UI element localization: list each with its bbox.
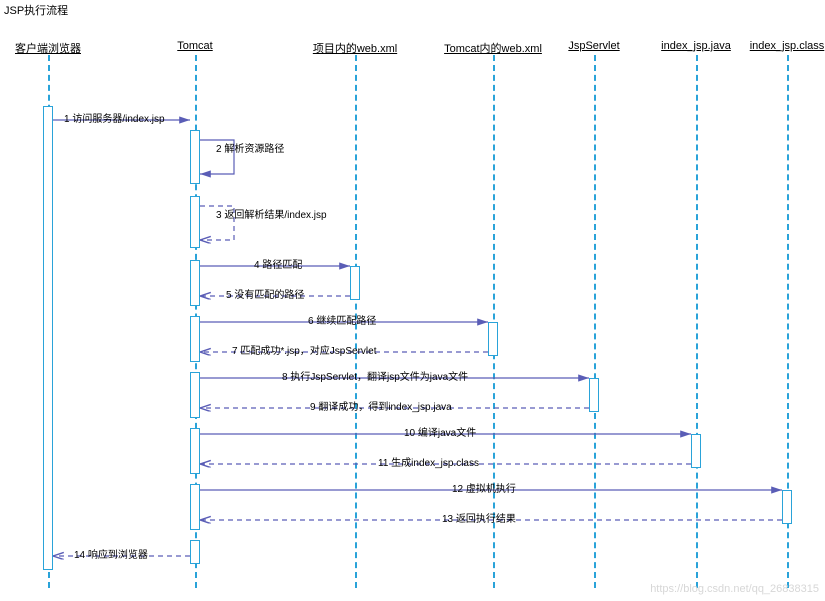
message-label-3: 3 返回解析结果/index.jsp	[216, 206, 327, 221]
watermark-url: https://blog.csdn.net/qq_26838315	[650, 583, 819, 595]
participant-indexjava: index_jsp.java	[661, 40, 731, 52]
message-label-5: 5 没有匹配的路径	[226, 286, 304, 301]
activation-tomcat-7	[190, 372, 200, 418]
message-label-12: 12 虚拟机执行	[452, 480, 516, 495]
activation-tomcatxml-6	[488, 322, 498, 356]
message-label-9: 9 翻译成功，得到index_jsp.java	[310, 398, 452, 413]
message-label-11: 11 生成index_jsp.class	[378, 454, 479, 469]
message-label-6: 6 继续匹配路径	[308, 312, 376, 327]
participant-browser: 客户端浏览器	[15, 40, 81, 56]
message-label-8: 8 执行JspServlet，翻译jsp文件为java文件	[282, 368, 468, 383]
message-label-4: 4 路径匹配	[254, 256, 302, 271]
message-label-10: 10 编译java文件	[404, 424, 476, 439]
message-label-14: 14 响应到浏览器	[74, 546, 148, 561]
lifeline-jspservlet	[594, 55, 596, 588]
activation-tomcat-1	[190, 130, 200, 184]
participant-tomcatxml: Tomcat内的web.xml	[444, 40, 542, 56]
activation-projxml-4	[350, 266, 360, 300]
participant-jspservlet: JspServlet	[568, 40, 619, 52]
message-label-1: 1 访问服务器/index.jsp	[64, 110, 165, 125]
activation-tomcat-9	[190, 428, 200, 474]
participant-tomcat: Tomcat	[177, 40, 212, 52]
activation-tomcat-13	[190, 540, 200, 564]
activation-tomcat-2	[190, 196, 200, 248]
arrows-layer	[0, 0, 825, 601]
participant-projxml: 项目内的web.xml	[313, 40, 397, 56]
lifeline-indexjava	[696, 55, 698, 588]
message-label-13: 13 返回执行结果	[442, 510, 516, 525]
message-label-7: 7 匹配成功*.jsp，对应JspServlet	[232, 342, 376, 357]
activation-tomcat-11	[190, 484, 200, 530]
participant-indexclass: index_jsp.class	[750, 40, 825, 52]
activation-tomcat-3	[190, 260, 200, 306]
activation-indexjava-10	[691, 434, 701, 468]
message-label-2: 2 解析资源路径	[216, 140, 284, 155]
diagram-title: JSP执行流程	[4, 2, 68, 18]
activation-indexclass-12	[782, 490, 792, 524]
activation-jspservlet-8	[589, 378, 599, 412]
activation-tomcat-5	[190, 316, 200, 362]
activation-browser-0	[43, 106, 53, 570]
